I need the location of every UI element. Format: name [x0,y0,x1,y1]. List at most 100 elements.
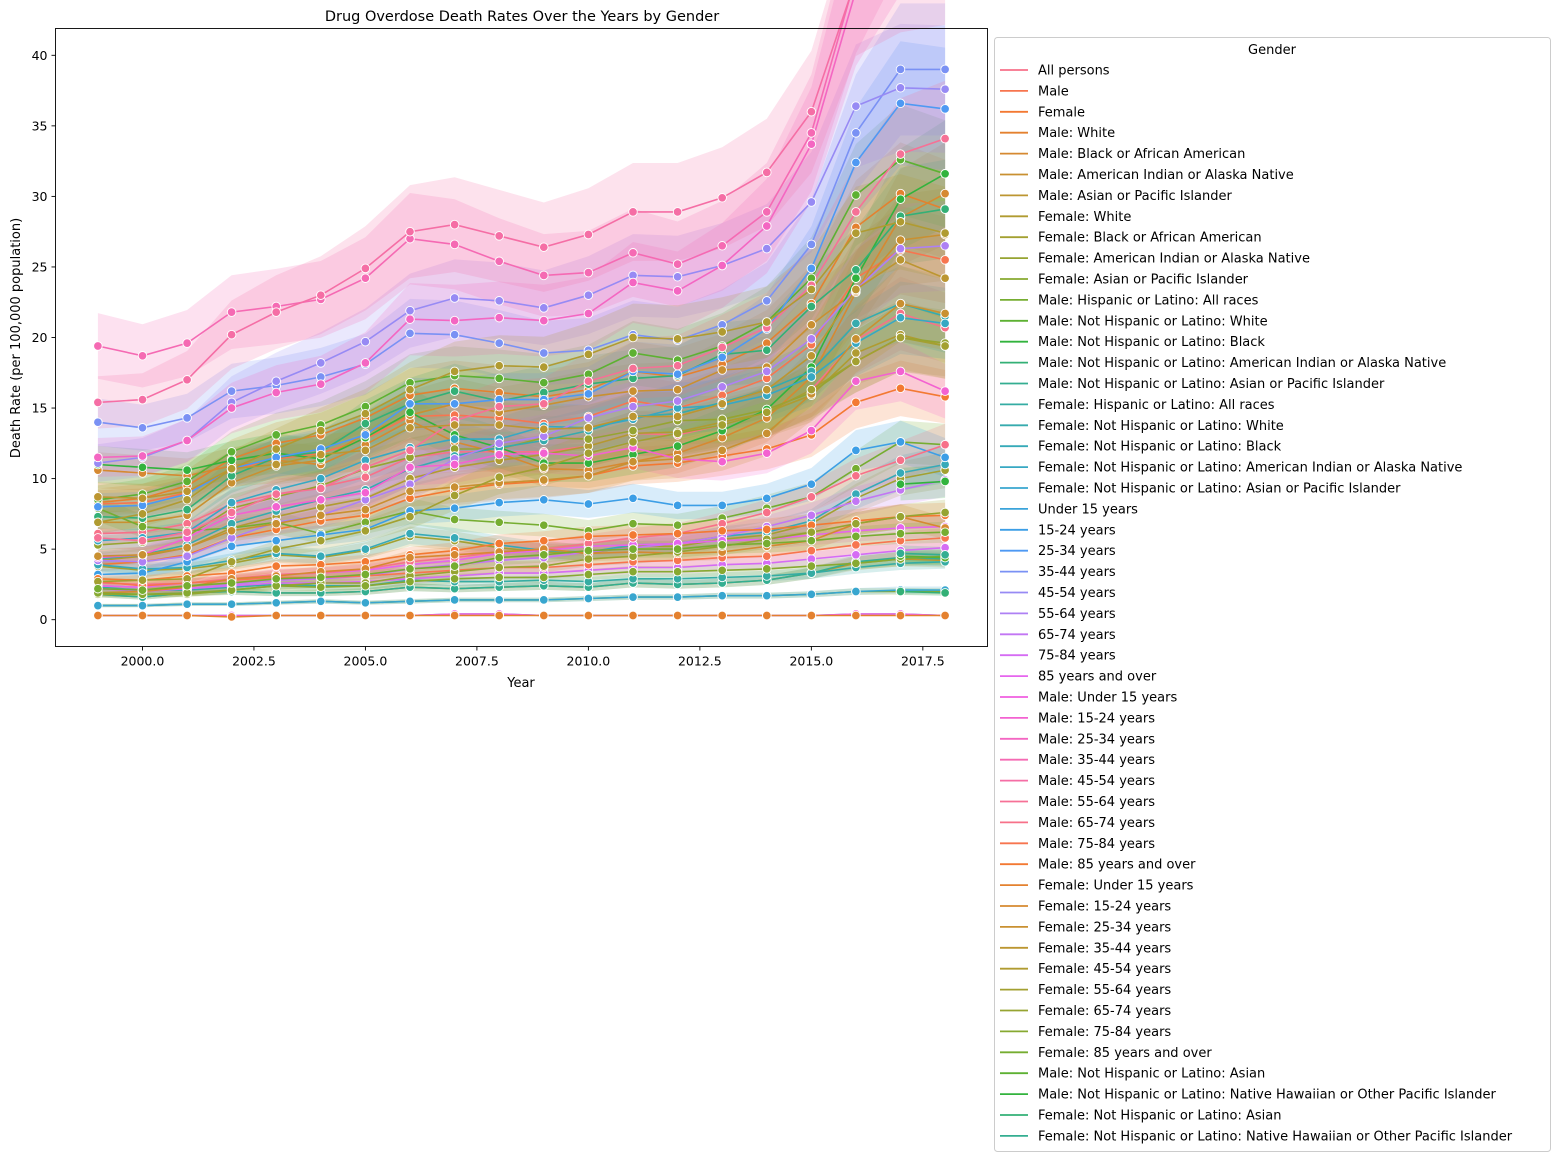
series-line [97,208,946,519]
data-point [583,499,594,509]
data-point [762,428,772,439]
data-point [806,545,817,556]
data-point [316,551,326,561]
confidence-band [97,588,946,608]
confidence-band [97,276,946,544]
data-point [226,386,237,396]
data-point [628,207,638,217]
confidence-band [97,360,946,572]
legend-label: Female: Asian or Pacific Islander [1038,273,1249,288]
legend-label: Female: Not Hispanic or Latino: White [1038,419,1284,434]
data-point [494,338,504,348]
confidence-band [97,3,946,451]
data-point [405,486,415,497]
data-point [851,157,861,168]
data-point [494,401,504,412]
data-point [628,493,638,504]
confidence-band [97,200,946,569]
data-point [583,569,594,580]
data-point [226,497,237,508]
legend-frame [994,37,1551,1152]
series-line [97,0,850,357]
data-point [762,384,772,395]
data-point [895,528,906,539]
data-point [717,352,727,363]
data-point [851,190,861,200]
data-point [762,448,772,458]
data-point [271,518,281,529]
data-point [360,544,371,554]
data-point [717,193,727,203]
legend-label: 55-64 years [1038,607,1116,622]
confidence-band [97,265,946,567]
data-point [762,407,772,418]
data-point [360,336,371,347]
data-point [851,445,861,456]
legend-label: Female: 45-54 years [1038,962,1171,977]
data-point [940,308,950,319]
data-point [672,592,683,602]
data-point [182,504,192,515]
series-line [97,68,946,429]
data-point [672,259,683,269]
data-point [182,375,192,385]
data-point [806,589,817,600]
data-point [405,528,415,539]
data-point [494,562,504,573]
data-point [717,445,727,456]
data-point [360,408,371,419]
legend-items: All persons Male Female Male: White Male: Bl… [1000,64,1513,1144]
legend-label: Female: American Indian or Alaska Native [1038,252,1310,267]
data-point [851,101,861,111]
y-tick-label: 25 [32,259,48,274]
data-point [806,372,817,382]
data-point [271,376,281,386]
legend-label: Male: Under 15 years [1038,691,1177,706]
data-point [316,596,326,607]
data-point [672,454,683,464]
data-point [316,358,326,368]
data-point [494,438,504,449]
data-point [851,531,861,542]
series-line [97,531,946,591]
data-point [940,610,950,621]
data-point [360,358,371,368]
data-point [182,435,192,446]
data-point [628,518,638,529]
data-point [360,598,371,608]
data-point [360,569,371,580]
data-point [449,315,460,326]
data-point [851,496,861,506]
data-point [539,535,549,546]
legend-label: Male: 15-24 years [1038,711,1155,726]
confidence-band [97,0,884,388]
data-point [182,581,192,591]
series-line [900,555,946,559]
data-point [449,514,460,525]
data-point [895,298,906,309]
data-point [494,610,504,621]
legend-label: All persons [1038,64,1110,79]
data-point [806,479,817,489]
x-tick-label: 2005.0 [344,654,388,669]
data-point [449,293,460,303]
data-point [539,462,549,473]
data-point [316,449,326,460]
data-point [940,133,950,144]
chart-title: Drug Overdose Death Rates Over the Years… [325,9,719,25]
data-point [717,327,727,337]
data-point [895,149,906,159]
data-point [360,445,371,456]
data-point [137,610,148,621]
data-point [226,599,237,609]
data-point [271,544,281,554]
data-point [895,455,906,466]
data-point [628,348,638,358]
data-point [271,307,281,317]
data-point [628,437,638,447]
data-point [226,307,237,317]
data-point [583,545,594,556]
data-point [405,407,415,418]
data-point [762,317,772,327]
data-point [940,476,950,487]
